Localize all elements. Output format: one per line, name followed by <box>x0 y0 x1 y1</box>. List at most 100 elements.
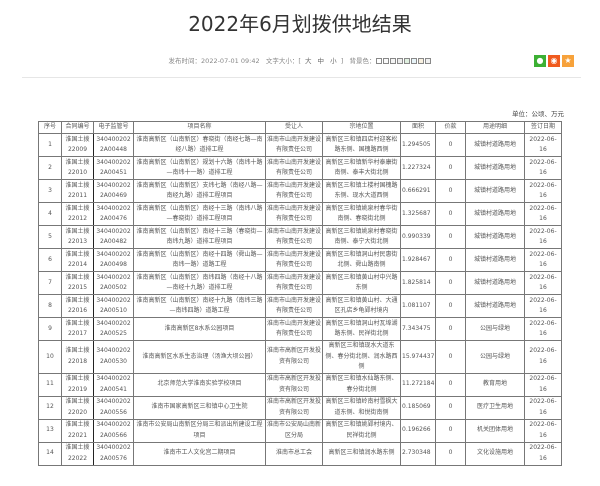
cell-location: 高新区三和镇润水路东侧 <box>322 441 401 466</box>
cell-sign-date: 2022-06-16 <box>524 225 562 249</box>
cell-grantee: 淮南市山南开发建设有限责任公司 <box>265 156 323 180</box>
cell-usage: 城镇村道路用地 <box>465 225 525 249</box>
cell-sign-date: 2022-06-16 <box>524 294 562 318</box>
cell-area: 1.928467 <box>400 248 436 272</box>
header-col-price: 价款 <box>435 121 466 134</box>
page-title: 2022年6月划拨供地结果 <box>188 12 412 36</box>
cell-location: 高新区三和镇洞山村民惠街北侧、舜山路南侧 <box>322 248 401 272</box>
publish-time: 2022-07-01 09:42 <box>201 57 260 65</box>
cell-usage: 城镇村道路用地 <box>465 202 525 226</box>
cell-index: 13 <box>38 418 62 443</box>
table-row: 6 淮国土拨22014 340400202 2A00498 淮南高新区（山南新区）南经… <box>38 248 562 272</box>
cell-usage: 城镇村道路用地 <box>465 179 525 203</box>
wechat-share-icon[interactable]: ● <box>534 55 546 67</box>
bg-color-swatch[interactable] <box>397 58 404 64</box>
cell-area: 1.825814 <box>400 271 436 295</box>
cell-price: 0 <box>435 225 466 249</box>
cell-usage: 城镇村道路用地 <box>465 156 525 180</box>
cell-grantee: 淮南市高新区开发投资有限公司 <box>265 340 323 374</box>
bg-color-swatch[interactable] <box>390 58 397 64</box>
cell-supervision-no: 340400202 2A00502 <box>93 271 134 295</box>
cell-location: 高新区三和镇现水大道东侧、春分街北侧、润水路西侧 <box>322 340 401 374</box>
bg-color-swatch[interactable] <box>411 58 418 64</box>
cell-price: 0 <box>435 441 466 466</box>
cell-area: 1.081107 <box>400 294 436 318</box>
cell-sign-date: 2022-06-16 <box>524 248 562 272</box>
cell-sign-date: 2022-06-16 <box>524 441 562 466</box>
cell-location: 高新区三和镇水仙路东侧、春分街北侧 <box>322 372 401 397</box>
weibo-share-icon[interactable]: ◉ <box>548 55 560 67</box>
cell-grantee: 淮南市山南开发建设有限责任公司 <box>265 179 323 203</box>
cell-location: 高新区三和镇四店村迎客松路东侧、国槐路西侧 <box>322 133 401 157</box>
cell-supervision-no: 340400202 2A00510 <box>93 294 134 318</box>
cell-sign-date: 2022-06-16 <box>524 340 562 374</box>
header-col-supervision-no: 电子监管号 <box>93 121 134 134</box>
article-meta: 发布时间：2022-07-01 09:42 文字大小：[ 大 中 小 ] 背景色… <box>0 55 600 65</box>
font-size-close: ] <box>340 57 344 65</box>
bg-color-swatch[interactable] <box>404 58 411 64</box>
cell-price: 0 <box>435 156 466 180</box>
cell-contract-no: 淮国土拨22018 <box>61 340 94 374</box>
cell-project-name: 淮南高新区（山南新区）南经十三路（春晓街—南纬九路）道排工程项目 <box>133 225 266 249</box>
cell-location: 高新区三和镇黄山村中兴路东侧 <box>322 271 401 295</box>
header-col-project-name: 项目名称 <box>133 121 266 134</box>
cell-sign-date: 2022-06-16 <box>524 271 562 295</box>
cell-project-name: 北京师范大学淮南实验学校项目 <box>133 372 266 397</box>
cell-project-name: 淮南市工人文化宫二期项目 <box>133 441 266 466</box>
cell-index: 5 <box>38 225 62 249</box>
cell-area: 11.272184 <box>400 372 436 397</box>
cell-grantee: 淮南市山南开发建设有限责任公司 <box>265 133 323 157</box>
cell-grantee: 淮南市山南开发建设有限责任公司 <box>265 271 323 295</box>
cell-contract-no: 淮国土拨22011 <box>61 179 94 203</box>
table-row: 12 淮国土拨22020 340400202 2A00556 淮南市国家高新区三和镇中… <box>38 395 562 420</box>
cell-area: 1.227324 <box>400 156 436 180</box>
bg-color-swatch[interactable] <box>425 58 432 64</box>
cell-price: 0 <box>435 317 466 341</box>
cell-contract-no: 淮国土拨22013 <box>61 225 94 249</box>
cell-price: 0 <box>435 271 466 295</box>
cell-usage: 机关团体用地 <box>465 418 525 443</box>
bg-color-swatch[interactable] <box>376 58 383 64</box>
cell-index: 10 <box>38 340 62 374</box>
cell-contract-no: 淮国土拨22012 <box>61 202 94 226</box>
cell-project-name: 淮南高新区（山南新区）南经十三路（南纬八路—春晓街）道排工程项目 <box>133 202 266 226</box>
cell-contract-no: 淮国土拨22017 <box>61 317 94 341</box>
cell-price: 0 <box>435 248 466 272</box>
cell-supervision-no: 340400202 2A00556 <box>93 395 134 420</box>
cell-index: 11 <box>38 372 62 397</box>
cell-grantee: 淮南市山南开发建设有限责任公司 <box>265 317 323 341</box>
cell-index: 8 <box>38 294 62 318</box>
table-row: 1 淮国土拨22009 340400202 2A00448 淮南高新区（山南新区）春晓… <box>38 133 562 157</box>
cell-grantee: 淮南市山南开发建设有限责任公司 <box>265 202 323 226</box>
font-small-button[interactable]: 小 <box>330 57 337 65</box>
cell-usage: 城镇村道路用地 <box>465 294 525 318</box>
cell-usage: 城镇村道路用地 <box>465 271 525 295</box>
cell-project-name: 淮南市国家高新区三和镇中心卫生院 <box>133 395 266 420</box>
cell-area: 0.196266 <box>400 418 436 443</box>
bg-color-swatch[interactable] <box>383 58 390 64</box>
cell-supervision-no: 340400202 2A00482 <box>93 225 134 249</box>
cell-contract-no: 淮国土拨22016 <box>61 294 94 318</box>
cell-contract-no: 淮国土拨22010 <box>61 156 94 180</box>
font-medium-button[interactable]: 中 <box>317 57 325 65</box>
divider <box>22 77 581 78</box>
cell-supervision-no: 340400202 2A00576 <box>93 441 134 466</box>
cell-contract-no: 淮国土拨22019 <box>61 372 94 397</box>
favorite-star-icon[interactable]: ★ <box>562 55 574 67</box>
cell-grantee: 淮南市高新区开发投资有限公司 <box>265 395 323 420</box>
cell-supervision-no: 340400202 2A00451 <box>93 156 134 180</box>
cell-price: 0 <box>435 202 466 226</box>
cell-grantee: 淮南市公安局山南新区分局 <box>265 418 323 443</box>
cell-location: 高新区三和镇黄山村、大通区孔店乡龟郢村境内 <box>322 294 401 318</box>
table-row: 8 淮国土拨22016 340400202 2A00510 淮南高新区（山南新区）南经… <box>38 294 562 318</box>
cell-project-name: 淮南高新区水系生态治理（汤渔大坝公园） <box>133 340 266 374</box>
cell-index: 3 <box>38 179 62 203</box>
cell-grantee: 淮南市山南开发建设有限责任公司 <box>265 225 323 249</box>
cell-supervision-no: 340400202 2A00541 <box>93 372 134 397</box>
font-large-button[interactable]: 大 <box>304 57 312 65</box>
table-row: 3 淮国土拨22011 340400202 2A00469 淮南高新区（山南新区）支纬… <box>38 179 562 203</box>
cell-supervision-no: 340400202 2A00566 <box>93 418 134 443</box>
cell-usage: 公园与绿地 <box>465 340 525 374</box>
bg-color-swatch[interactable] <box>418 58 425 64</box>
cell-area: 7.343475 <box>400 317 436 341</box>
